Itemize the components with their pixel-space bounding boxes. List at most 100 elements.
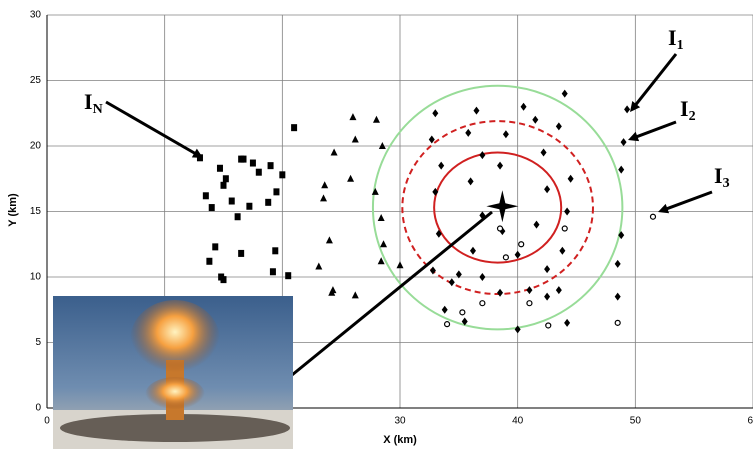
point-diamond	[455, 270, 462, 279]
point-diamond	[473, 106, 480, 115]
annotation-subscript: 2	[689, 109, 696, 124]
point-open-circle	[496, 225, 504, 232]
point-diamond	[540, 148, 547, 157]
point-triangle	[349, 113, 357, 121]
point-open-circle	[518, 241, 525, 248]
point-diamond	[514, 250, 521, 259]
photo-pointer	[291, 210, 493, 377]
point-diamond	[479, 151, 486, 160]
point-diamond	[561, 89, 568, 98]
point-diamond	[432, 187, 439, 196]
point-diamond	[502, 130, 509, 139]
annotation-label: IN	[84, 89, 103, 117]
point-diamond	[564, 207, 571, 216]
point-diamond	[465, 128, 472, 137]
point-square	[220, 276, 227, 284]
point-square	[212, 243, 219, 251]
annotation-arrowhead	[658, 203, 670, 214]
point-square	[240, 155, 247, 163]
point-square	[272, 247, 279, 255]
annotation-label: I3	[714, 163, 730, 191]
annotation-arrowhead	[628, 131, 640, 142]
point-diamond	[620, 138, 627, 147]
range-circle	[433, 151, 563, 264]
point-square	[279, 171, 286, 179]
point-diamond	[614, 292, 621, 301]
x-tick-label: 0	[44, 416, 50, 427]
photo-cloud	[130, 300, 220, 380]
point-triangle	[378, 142, 386, 149]
annotation-arrowhead	[630, 101, 641, 112]
point-triangle	[328, 288, 336, 296]
x-tick-label: 50	[630, 416, 642, 427]
point-open-circle	[502, 254, 509, 261]
point-diamond	[544, 185, 551, 194]
point-square	[246, 202, 253, 210]
point-triangle	[321, 181, 329, 189]
point-diamond	[469, 246, 476, 255]
point-diamond	[526, 286, 533, 295]
point-diamond	[514, 325, 521, 334]
annotation-label: I2	[680, 96, 696, 124]
point-triangle	[377, 214, 385, 222]
x-tick-label: 30	[394, 416, 406, 427]
point-diamond	[618, 231, 625, 240]
point-diamond	[438, 161, 445, 170]
point-square	[267, 162, 274, 170]
y-tick-label: 15	[30, 206, 42, 217]
y-tick-label: 20	[30, 141, 42, 152]
x-tick-label: 40	[512, 416, 524, 427]
point-triangle	[330, 148, 338, 156]
point-square	[222, 175, 229, 183]
annotation-subscript: N	[93, 102, 103, 117]
annotation-arrow	[632, 53, 678, 109]
point-square	[291, 124, 298, 132]
point-square	[206, 257, 213, 265]
inset-photo	[53, 210, 493, 449]
point-diamond	[544, 265, 551, 274]
point-square	[238, 249, 245, 257]
point-diamond	[432, 109, 439, 118]
point-square	[216, 164, 223, 172]
point-square	[273, 188, 280, 196]
point-open-circle	[649, 213, 657, 220]
point-triangle	[396, 261, 404, 269]
point-open-circle	[459, 309, 466, 316]
point-open-circle	[561, 225, 568, 232]
point-open-circle	[614, 319, 621, 326]
y-tick-label: 30	[30, 10, 42, 21]
range-circle	[401, 120, 594, 296]
point-open-circle	[545, 322, 552, 329]
annotation-arrow	[105, 100, 199, 157]
point-triangle	[371, 187, 379, 195]
point-diamond	[497, 288, 504, 297]
annotation-text: I	[714, 163, 723, 188]
annotation-text: I	[668, 25, 677, 50]
point-triangle	[320, 194, 328, 202]
point-diamond	[567, 174, 574, 183]
point-diamond	[429, 266, 436, 275]
point-diamond	[520, 102, 527, 111]
annotation-arrow	[633, 120, 677, 140]
point-triangle	[377, 257, 385, 265]
annotation-arrow	[663, 190, 713, 212]
point-square	[208, 204, 215, 212]
point-square	[255, 168, 262, 176]
annotation-label: I1	[668, 25, 684, 53]
point-diamond	[624, 105, 631, 114]
point-square	[285, 272, 292, 280]
point-diamond	[614, 259, 621, 268]
point-square	[249, 159, 256, 167]
point-open-circle	[479, 300, 486, 307]
y-tick-label: 5	[35, 337, 41, 348]
point-diamond	[428, 135, 435, 144]
annotation-text: I	[84, 89, 93, 114]
point-triangle	[351, 135, 359, 143]
point-open-circle	[443, 321, 451, 328]
point-diamond	[479, 273, 486, 281]
point-diamond	[544, 292, 551, 301]
point-triangle	[351, 291, 359, 299]
point-diamond	[618, 165, 625, 174]
x-tick-label: 60	[747, 416, 753, 427]
